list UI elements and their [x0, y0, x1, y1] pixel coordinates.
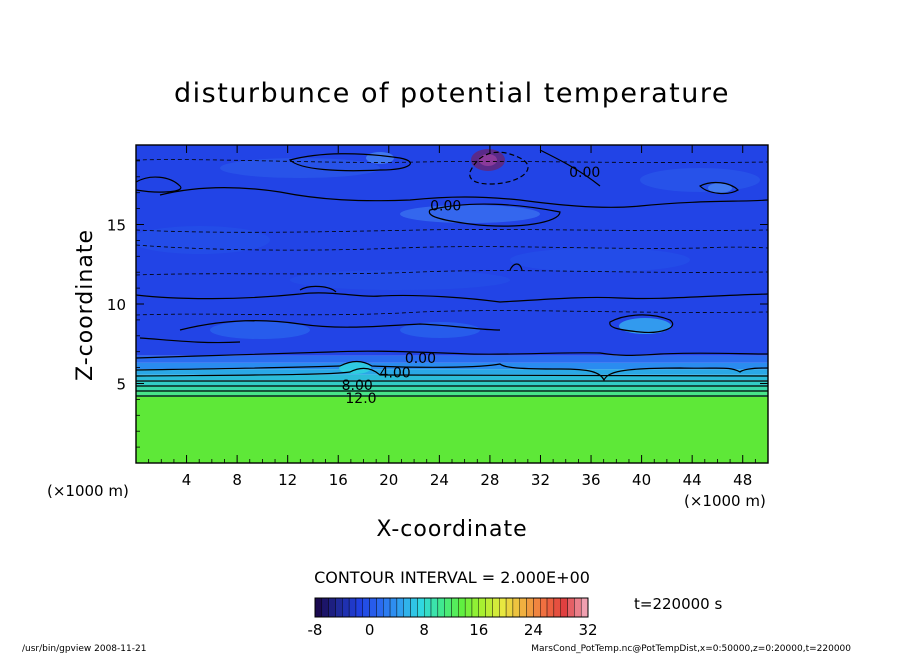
colorbar-swatch-8	[369, 597, 377, 618]
colorbar-swatch-24	[478, 597, 486, 618]
x-axis-label: X-coordinate	[376, 517, 527, 542]
colorbar-swatch-12	[396, 597, 404, 618]
colorbar-swatch-27	[499, 597, 507, 618]
colorbar-tick-label-5: 32	[578, 621, 597, 639]
colorbar-swatch-19	[444, 597, 452, 618]
colorbar-swatch-26	[492, 597, 500, 618]
colorbar-swatch-18	[437, 597, 445, 618]
colorbar-swatch-37	[567, 597, 575, 618]
time-label: t=220000 s	[634, 595, 722, 613]
contour-label-3: 4.00	[380, 365, 411, 381]
colorbar-swatch-35	[553, 597, 561, 618]
field-layer-2	[136, 385, 768, 392]
colorbar-swatch-32	[533, 597, 541, 618]
footer-left: /usr/bin/gpview 2008-11-21	[22, 644, 146, 654]
colorbar-swatch-16	[424, 597, 432, 618]
colorbar-tick-label-1: 0	[365, 621, 375, 639]
colorbar-swatch-28	[505, 597, 514, 618]
colorbar-tick-label-3: 16	[469, 621, 488, 639]
colorbar-swatch-29	[512, 597, 520, 618]
field-layer-1	[136, 391, 768, 398]
field-layer-3	[136, 380, 768, 386]
colorbar-swatch-11	[389, 597, 398, 618]
colorbar-swatch-3	[335, 597, 343, 618]
field-layers	[136, 145, 768, 463]
colorbar-swatch-10	[383, 597, 391, 618]
x-tick-label-5: 24	[430, 471, 449, 489]
x-tick-label-10: 44	[683, 471, 702, 489]
colorbar	[314, 597, 589, 618]
field-layer-5	[136, 369, 768, 375]
contour-interval: CONTOUR INTERVAL = 2.000E+00	[314, 568, 590, 587]
footer-right: MarsCond_PotTemp.nc@PotTempDist,x=0:5000…	[531, 644, 851, 654]
field-layer-0	[136, 397, 768, 463]
colorbar-swatch-23	[471, 597, 480, 618]
colorbar-frame	[314, 597, 589, 618]
field-layer-7	[136, 355, 768, 363]
y-axis-ticks: 5 10 15	[107, 160, 768, 448]
colorbar-tick-label-2: 8	[419, 621, 429, 639]
field-variations	[136, 149, 760, 374]
x-axis-ticks: 4 8 12 16 20 24 28 32 36 40 44 48	[148, 145, 756, 489]
colorbar-swatch-39	[580, 597, 589, 618]
colorbar-tick-label-4: 24	[524, 621, 543, 639]
colorbar-swatch-4	[342, 597, 350, 618]
contour-label-1: 0.00	[569, 165, 600, 181]
x-tick-label-1: 8	[232, 471, 242, 489]
colorbar-swatch-22	[464, 597, 473, 618]
colorbar-swatch-36	[560, 597, 568, 618]
colorbar-swatch-33	[540, 597, 548, 618]
colorbar-swatch-1	[321, 597, 329, 618]
colorbar-tick-label-0: -8	[308, 621, 323, 639]
y-tick-label-2: 15	[107, 217, 126, 235]
x-tick-label-9: 40	[632, 471, 651, 489]
colorbar-swatch-7	[362, 597, 370, 618]
x-unit-right: (×1000 m)	[684, 492, 766, 510]
x-tick-label-0: 4	[182, 471, 192, 489]
colorbar-swatch-30	[519, 597, 527, 618]
contour-label-4: 8.00	[342, 378, 373, 394]
colorbar-swatch-20	[451, 597, 459, 618]
colorbar-swatch-15	[417, 597, 425, 618]
field-layer-6	[136, 362, 768, 370]
x-tick-label-6: 28	[480, 471, 499, 489]
x-tick-label-3: 16	[329, 471, 348, 489]
y-tick-label-0: 5	[116, 376, 126, 394]
colorbar-swatch-6	[355, 597, 363, 618]
x-tick-label-7: 32	[531, 471, 550, 489]
colorbar-swatch-38	[574, 597, 582, 618]
colorbar-swatch-25	[485, 597, 493, 618]
colorbar-swatch-5	[348, 597, 357, 618]
contour-label-0: 0.00	[430, 198, 461, 214]
field-layer-4	[136, 374, 768, 381]
x-tick-label-11: 48	[733, 471, 752, 489]
colorbar-swatch-34	[546, 597, 555, 618]
x-tick-label-8: 36	[581, 471, 600, 489]
colorbar-swatch-17	[430, 597, 439, 618]
x-tick-label-4: 20	[379, 471, 398, 489]
colorbar-ticks: -8 0 8 16 24 32	[308, 621, 598, 639]
y-tick-label-1: 10	[107, 296, 126, 314]
y-axis-label: Z-coordinate	[73, 229, 98, 381]
x-tick-label-2: 12	[278, 471, 297, 489]
chart-title: disturbunce of potential temperature	[174, 78, 730, 109]
x-unit-left: (×1000 m)	[47, 482, 129, 500]
colorbar-swatch-9	[376, 597, 384, 618]
colorbar-swatch-31	[526, 597, 534, 618]
colorbar-swatch-21	[458, 597, 466, 618]
colorbar-swatch-0	[314, 597, 323, 618]
colorbar-swatch-2	[328, 597, 336, 618]
colorbar-swatch-14	[410, 597, 418, 618]
contour-lines	[136, 149, 768, 397]
colorbar-swatch-13	[403, 597, 411, 618]
contour-label-5: 12.0	[345, 391, 376, 407]
contour-label-2: 0.00	[405, 351, 436, 367]
